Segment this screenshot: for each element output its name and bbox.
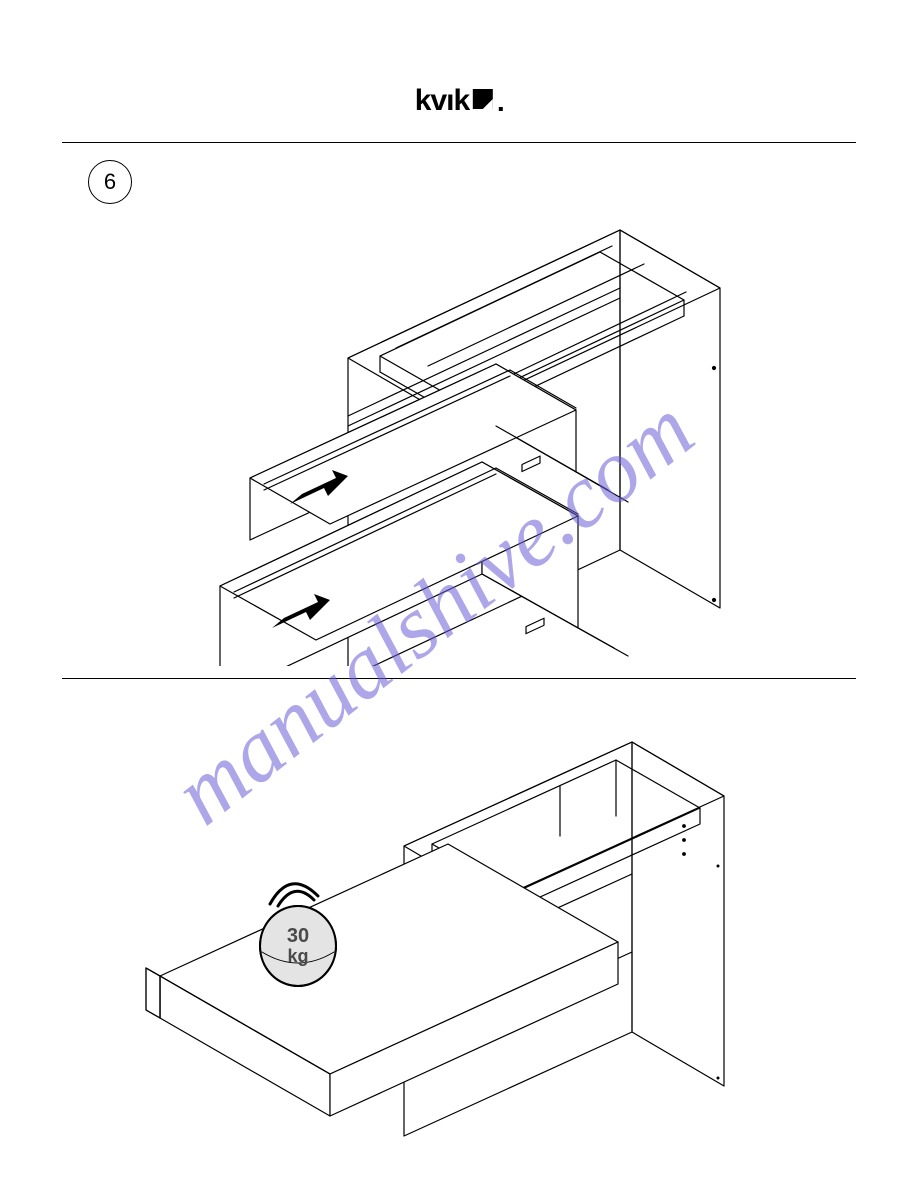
divider-top xyxy=(62,142,856,143)
diagram-drawer-weight: 30 kg xyxy=(120,716,760,1146)
manual-page: kvık 6 xyxy=(0,0,918,1188)
brand-text: kvık xyxy=(415,84,469,118)
diagram-drawers-insert xyxy=(180,168,740,666)
weight-unit: kg xyxy=(287,946,308,966)
divider-mid xyxy=(62,678,856,679)
cabinet-weight-drawing-icon: 30 kg xyxy=(120,716,760,1146)
step-number: 6 xyxy=(104,169,116,195)
weight-value: 30 xyxy=(287,925,309,947)
brand-logo: kvık xyxy=(415,84,503,118)
cabinet-insert-drawing-icon xyxy=(180,168,740,666)
brand-dot-icon xyxy=(499,107,503,111)
brand-mark-icon xyxy=(473,89,493,109)
step-number-circle: 6 xyxy=(88,160,132,204)
